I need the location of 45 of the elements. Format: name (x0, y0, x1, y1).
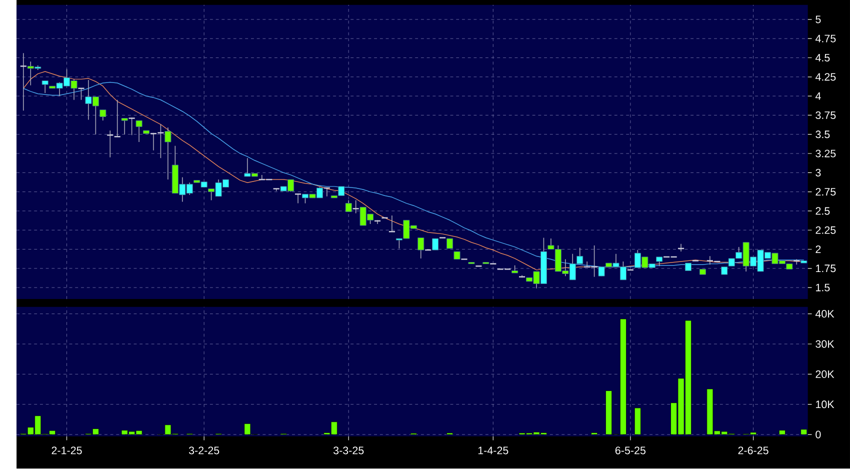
candlestick (446, 238, 454, 249)
candlestick (121, 118, 128, 135)
candlestick (432, 238, 439, 250)
y-tick-label: 5 (816, 16, 821, 24)
candlestick (20, 52, 28, 112)
y-tick-label: 0 (816, 430, 821, 438)
x-tick-label: 2-1-25 (52, 446, 82, 454)
candlestick (42, 80, 48, 94)
y-tick-label: 2 (816, 246, 821, 254)
y-tick-label: 4.75 (815, 35, 836, 42)
y-tick-label: 20K (816, 370, 834, 378)
x-tick-label: 6-5-25 (615, 446, 646, 454)
y-tick-label: 30K (816, 340, 834, 348)
y-tick-label: 1.75 (816, 264, 836, 272)
y-tick-label: 3 (816, 169, 821, 177)
y-tick-label: 2.75 (816, 188, 836, 196)
candlestick (100, 110, 106, 122)
y-tick-label: 3.75 (816, 112, 836, 120)
x-tick-label: 3-2-25 (188, 446, 220, 454)
y-tick-label: 1.5 (816, 284, 830, 292)
x-tick-label: 3-3-25 (333, 446, 364, 454)
y-tick-label: 2.25 (816, 226, 836, 234)
candlestick (418, 238, 424, 260)
x-tick-label: 1-4-25 (478, 446, 508, 454)
y-tick-label: 4 (815, 92, 821, 100)
y-tick-label: 40K (815, 310, 834, 318)
candlestick (136, 120, 142, 143)
y-tick-label: 10K (816, 400, 834, 408)
candlestick (114, 100, 122, 138)
y-tick-label: 2.5 (816, 207, 830, 215)
candlestick (656, 256, 663, 267)
y-tick-label: 4.25 (815, 73, 836, 81)
y-tick-label: 3.25 (816, 150, 836, 158)
candlestick (345, 200, 352, 212)
candlestick (128, 117, 136, 136)
x-tick-label: 2-6-25 (738, 446, 768, 454)
candlestick (352, 200, 360, 214)
bar (634, 408, 641, 435)
candlestick (106, 130, 114, 158)
y-tick-label: 4.5 (815, 54, 830, 62)
candlestick (388, 215, 396, 232)
candlestick (164, 127, 172, 180)
y-tick-label: 3.5 (816, 130, 830, 138)
bar (778, 430, 786, 435)
candlestick (78, 88, 85, 100)
